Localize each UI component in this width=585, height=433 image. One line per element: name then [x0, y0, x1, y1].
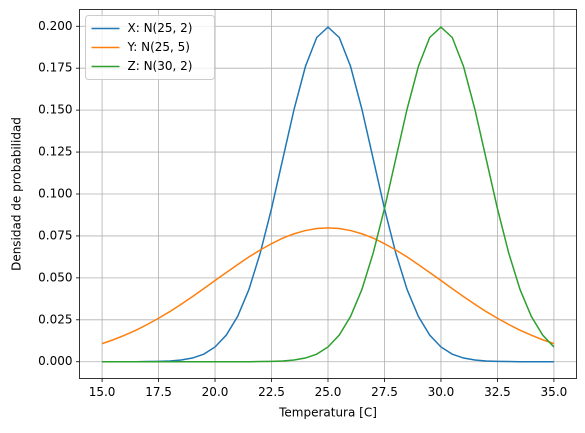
line-series [102, 26, 554, 363]
x-tick-label: 15.0 [89, 385, 116, 399]
y-tick-label: 0.050 [38, 270, 72, 284]
y-axis-label: Densidad de probabilidad [10, 117, 24, 271]
y-tick-label: 0.025 [38, 312, 72, 326]
legend: X: N(25, 2) Y: N(25, 5) Z: N(30, 2) [85, 15, 215, 80]
y-tick-label: 0.100 [38, 187, 72, 201]
x-tick-label: 22.5 [258, 385, 285, 399]
y-tick-label: 0.000 [38, 354, 72, 368]
legend-label: X: N(25, 2) [128, 21, 193, 35]
x-tick-label: 20.0 [202, 385, 229, 399]
legend-label: Z: N(30, 2) [128, 59, 193, 73]
y-tick-label: 0.075 [38, 228, 72, 242]
x-tick-label: 25.0 [315, 385, 342, 399]
line-series [101, 227, 555, 345]
x-axis-label: Temperatura [C] [278, 406, 377, 420]
x-tick-label: 27.5 [371, 385, 398, 399]
y-tick-label: 0.200 [38, 19, 72, 33]
legend-label: Y: N(25, 5) [127, 40, 190, 54]
line-series [102, 26, 555, 363]
x-tick-label: 32.5 [484, 385, 511, 399]
y-tick-label: 0.150 [38, 103, 72, 117]
x-tick-label: 35.0 [541, 385, 568, 399]
x-tick-label: 17.5 [145, 385, 172, 399]
y-tick-label: 0.125 [38, 145, 72, 159]
y-tick-label: 0.175 [38, 61, 72, 75]
legend-box [85, 15, 215, 80]
plot-frame [79, 9, 577, 379]
x-tick-label: 30.0 [428, 385, 455, 399]
